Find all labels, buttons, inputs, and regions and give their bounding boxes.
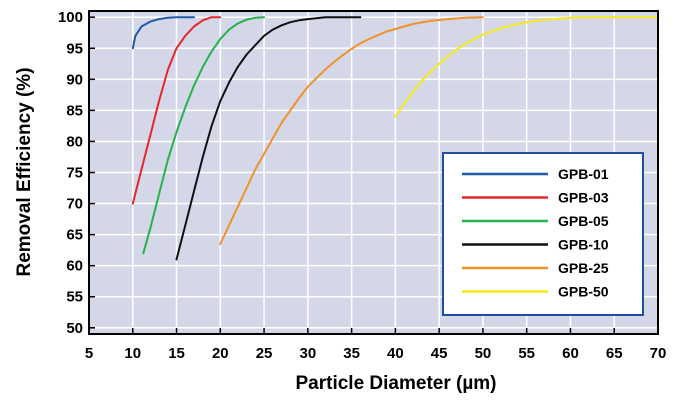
y-tick-label: 55 [66, 289, 83, 306]
legend-label-gpb-05: GPB-05 [558, 213, 609, 229]
legend-items: GPB-01 GPB-03 GPB-05 GPB-10 GPB-25 GPB-50 [462, 166, 609, 300]
x-tick-label: 15 [168, 345, 185, 362]
legend-label-gpb-50: GPB-50 [558, 284, 609, 300]
legend-box [442, 152, 644, 316]
y-tick-labels: 50 55 60 65 70 75 80 85 90 95 100 [58, 9, 83, 337]
x-tick-label: 25 [256, 345, 273, 362]
plot-frame [88, 10, 659, 335]
series-line-gpb-05 [142, 16, 266, 255]
series-line-gpb-50 [394, 16, 659, 118]
y-tick-label: 100 [58, 9, 83, 26]
series-line-gpb-01 [131, 16, 195, 50]
x-tick-label: 30 [300, 345, 317, 362]
x-tick-label: 10 [124, 345, 141, 362]
legend: GPB-01 GPB-03 GPB-05 GPB-10 GPB-25 GPB-50 [442, 152, 644, 316]
x-tick-label: 35 [343, 345, 360, 362]
legend-label-gpb-25: GPB-25 [558, 260, 609, 276]
y-tick-label: 75 [66, 165, 83, 182]
y-tick-label: 50 [66, 320, 83, 337]
x-tick-label: 55 [518, 345, 535, 362]
y-tick-label: 80 [66, 133, 83, 150]
y-axis-title: Removal Efficiency (%) [14, 67, 35, 276]
series-line-gpb-25 [219, 16, 484, 245]
series-line-gpb-03 [131, 16, 222, 205]
legend-label-gpb-10: GPB-10 [558, 237, 609, 253]
x-tick-label: 5 [85, 345, 93, 362]
y-tick-label: 65 [66, 227, 83, 244]
x-axis-title: Particle Diameter (µm) [295, 373, 496, 394]
x-tick-label: 45 [431, 345, 448, 362]
x-tick-label: 65 [606, 345, 623, 362]
legend-label-gpb-01: GPB-01 [558, 166, 609, 182]
series-lines [131, 16, 659, 261]
x-tick-label: 70 [650, 345, 667, 362]
x-tick-label: 20 [212, 345, 229, 362]
series-line-gpb-10 [175, 16, 362, 261]
legend-label-gpb-03: GPB-03 [558, 190, 609, 206]
y-tick-label: 70 [66, 196, 83, 213]
x-tick-labels: 5 10 15 20 25 30 35 40 45 50 55 60 65 70 [85, 345, 667, 362]
y-tick-label: 95 [66, 40, 83, 57]
y-tick-label: 85 [66, 102, 83, 119]
y-tick-label: 60 [66, 258, 83, 275]
x-tick-label: 40 [387, 345, 404, 362]
x-tick-label: 50 [475, 345, 492, 362]
x-tick-label: 60 [562, 345, 579, 362]
y-tick-label: 90 [66, 71, 83, 88]
